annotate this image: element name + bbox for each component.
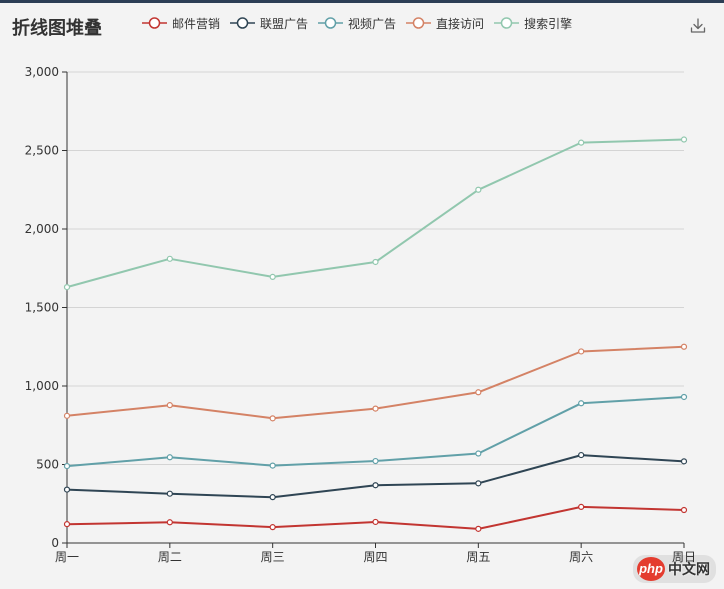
series-4	[63, 343, 688, 422]
data-point	[166, 402, 173, 409]
data-point	[475, 186, 482, 193]
data-point	[372, 405, 379, 412]
series-5	[63, 136, 688, 291]
data-point	[680, 458, 688, 465]
data-point	[475, 389, 482, 396]
data-point	[269, 462, 276, 469]
x-tick-label: 周一	[55, 550, 79, 564]
data-point	[372, 258, 379, 266]
legend-marker-icon	[230, 16, 256, 30]
data-point	[372, 482, 379, 489]
data-point	[269, 273, 276, 280]
data-point	[680, 506, 688, 514]
series-line	[66, 505, 685, 530]
data-point	[578, 400, 585, 407]
watermark-site-text: 中文网	[668, 561, 710, 577]
y-tick-label: 2,500	[25, 144, 59, 158]
x-tick-label: 周五	[466, 550, 490, 564]
data-point	[63, 486, 71, 493]
data-point	[475, 525, 482, 532]
data-point	[166, 255, 173, 262]
data-point	[578, 503, 585, 510]
php-logo-icon: php	[637, 557, 665, 581]
top-border	[0, 0, 724, 3]
data-point	[475, 450, 482, 457]
data-point	[680, 343, 688, 350]
y-tick-label: 1,000	[25, 379, 59, 393]
y-tick-label: 500	[36, 458, 59, 472]
data-point	[372, 518, 379, 526]
data-point	[269, 524, 276, 531]
data-point	[63, 462, 71, 470]
x-tick-label: 周四	[363, 550, 387, 564]
y-tick-label: 3,000	[25, 65, 59, 79]
data-point	[63, 412, 71, 419]
legend-item-3[interactable]: 视频广告	[318, 15, 396, 32]
legend-marker-icon	[142, 16, 167, 30]
data-point	[269, 415, 276, 422]
x-tick-label: 周二	[158, 550, 182, 564]
watermark-logo: php 中文网	[633, 555, 716, 583]
data-point	[63, 283, 71, 291]
download-icon-graphic	[690, 18, 706, 33]
chart-legend: 邮件营销 联盟广告 视频广告 直接访问 搜索引擎	[142, 13, 572, 33]
y-tick-label: 2,000	[25, 222, 59, 236]
x-tick-label: 周日	[672, 550, 696, 564]
data-point	[578, 451, 585, 459]
data-point	[372, 457, 379, 465]
data-point	[166, 519, 173, 526]
legend-label: 直接访问	[436, 16, 485, 31]
data-point	[166, 454, 173, 461]
legend-item-1[interactable]: 邮件营销	[142, 15, 220, 32]
x-tick-label: 周三	[261, 550, 285, 564]
legend-item-5[interactable]: 搜索引擎	[494, 15, 572, 32]
data-point	[475, 480, 482, 487]
data-point	[578, 139, 585, 146]
legend-item-4[interactable]: 直接访问	[406, 15, 484, 32]
x-tick-label: 周六	[569, 550, 593, 564]
legend-label: 邮件营销	[172, 16, 221, 31]
data-point	[680, 136, 688, 143]
y-tick-label: 1,500	[25, 301, 59, 315]
legend-label: 联盟广告	[260, 16, 309, 31]
legend-marker-icon	[406, 16, 432, 30]
y-tick-label: 0	[51, 536, 59, 550]
chart-title: 折线图堆叠	[12, 18, 102, 39]
data-point	[63, 521, 71, 528]
data-point	[166, 490, 173, 497]
series-3	[63, 393, 688, 470]
data-point	[680, 393, 688, 401]
legend-marker-icon	[494, 16, 520, 30]
legend-marker-icon	[318, 16, 344, 30]
legend-label: 视频广告	[348, 16, 397, 31]
data-point	[269, 494, 276, 501]
download-icon[interactable]	[688, 16, 708, 36]
data-point	[578, 348, 585, 355]
series-1	[63, 503, 688, 532]
legend-label: 搜索引擎	[524, 16, 573, 31]
legend-item-2[interactable]: 联盟广告	[230, 15, 308, 32]
series-2	[63, 451, 688, 501]
